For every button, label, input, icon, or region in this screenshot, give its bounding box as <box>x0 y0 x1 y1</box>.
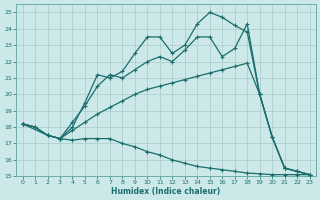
X-axis label: Humidex (Indice chaleur): Humidex (Indice chaleur) <box>111 187 221 196</box>
